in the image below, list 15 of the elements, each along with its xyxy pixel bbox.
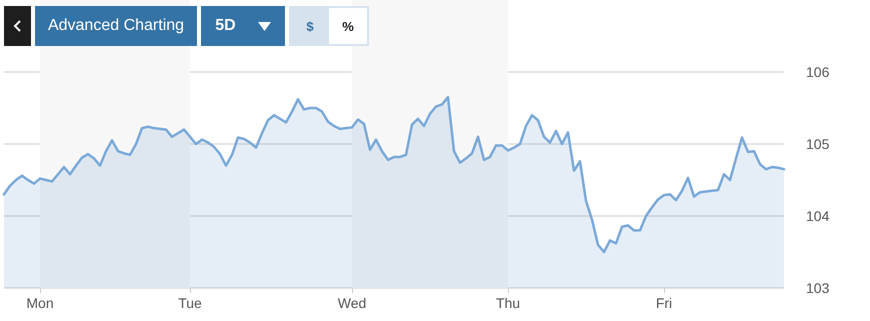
x-tick-label: Mon	[26, 295, 54, 311]
y-tick-label: 105	[806, 136, 830, 152]
y-tick-label: 106	[806, 64, 830, 80]
annotation: %	[329, 8, 367, 44]
x-tick-label: Tue	[178, 295, 202, 311]
x-tick-label: Thu	[496, 295, 520, 311]
chart-mode-button: Advanced Charting	[35, 6, 197, 46]
annotation: 5D	[215, 17, 236, 35]
x-tick-label: Wed	[338, 295, 366, 311]
annotation: $	[291, 8, 329, 44]
y-tick-label: 103	[806, 280, 830, 296]
unit-toggle: $ %	[289, 6, 369, 46]
period-dropdown: 5D	[201, 6, 285, 46]
y-tick-label: 104	[806, 208, 830, 224]
x-tick-label: Fri	[656, 295, 672, 311]
